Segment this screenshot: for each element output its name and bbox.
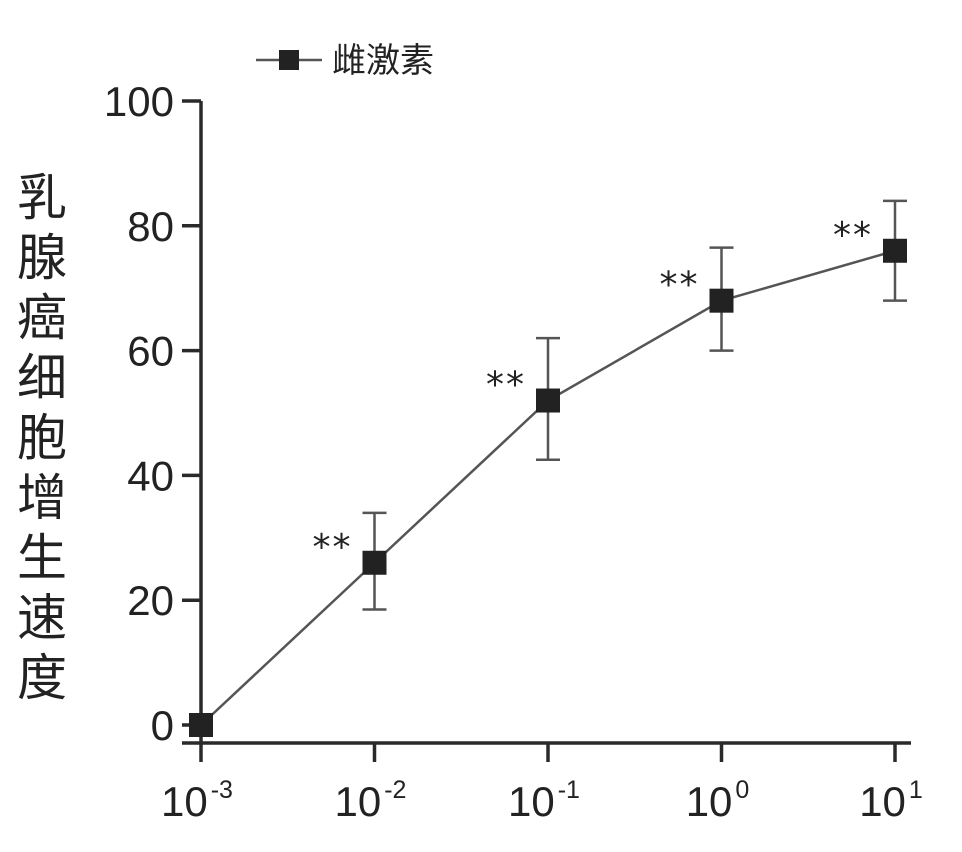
- legend: 雌激素: [256, 41, 434, 81]
- x-tick-label: 10 -3: [161, 776, 233, 825]
- x-tick-base: 10: [859, 778, 906, 825]
- y-axis-title-char: 癌: [17, 289, 67, 347]
- y-axis-title-char: 速: [17, 589, 67, 647]
- x-tick-base: 10: [686, 778, 733, 825]
- x-tick-exponent: 1: [909, 776, 923, 804]
- data-point: [709, 288, 734, 313]
- y-tick-label: 20: [127, 577, 174, 624]
- y-tick-label: 100: [104, 78, 174, 125]
- series-line: [200, 249, 896, 726]
- x-tick-base: 10: [508, 778, 555, 825]
- data-point: [362, 550, 387, 575]
- y-tick-label: 60: [127, 328, 174, 375]
- x-tick-label: 10 -1: [508, 776, 580, 825]
- significance-label: **: [833, 215, 873, 256]
- y-axis-title-char: 腺: [17, 229, 67, 287]
- y-tick-label: 0: [151, 702, 174, 749]
- legend-marker: [279, 50, 299, 70]
- y-axis-title: 乳腺癌细胞增生速度: [10, 168, 74, 708]
- series-layer: ** ** ** **: [189, 199, 907, 737]
- significance-label: **: [313, 527, 353, 568]
- y-axis-title-char: 胞: [17, 409, 67, 467]
- x-tick-exponent: 0: [735, 776, 749, 804]
- y-axis-title-char: 细: [17, 349, 67, 407]
- y-tick-label: 40: [127, 452, 174, 499]
- x-tick-exponent: -2: [384, 776, 406, 804]
- legend-label: 雌激素: [332, 41, 434, 81]
- y-axis-title-char: 生: [17, 529, 67, 587]
- y-axis-title-char: 乳: [17, 169, 67, 227]
- significance-label: **: [486, 365, 526, 406]
- y-axis-title-char: 度: [17, 649, 67, 707]
- x-tick-exponent: -3: [211, 776, 233, 804]
- significance-label: **: [660, 265, 700, 306]
- x-axis-ticks: 10 -3 10 -2 10 -1 10 0 10 1: [161, 743, 923, 825]
- data-point: [883, 238, 907, 263]
- y-axis-ticks: 0 20 40 60 80 100: [104, 78, 201, 749]
- x-tick-label: 10 -2: [335, 776, 407, 825]
- x-tick-exponent: -1: [558, 776, 580, 804]
- y-axis-title-char: 增: [17, 469, 67, 527]
- data-point: [536, 388, 560, 413]
- x-tick-base: 10: [161, 778, 208, 825]
- x-tick-label: 10 1: [859, 776, 923, 825]
- y-tick-label: 80: [127, 203, 174, 250]
- data-point: [189, 713, 213, 737]
- x-tick-label: 10 0: [686, 776, 750, 825]
- x-tick-base: 10: [335, 778, 382, 825]
